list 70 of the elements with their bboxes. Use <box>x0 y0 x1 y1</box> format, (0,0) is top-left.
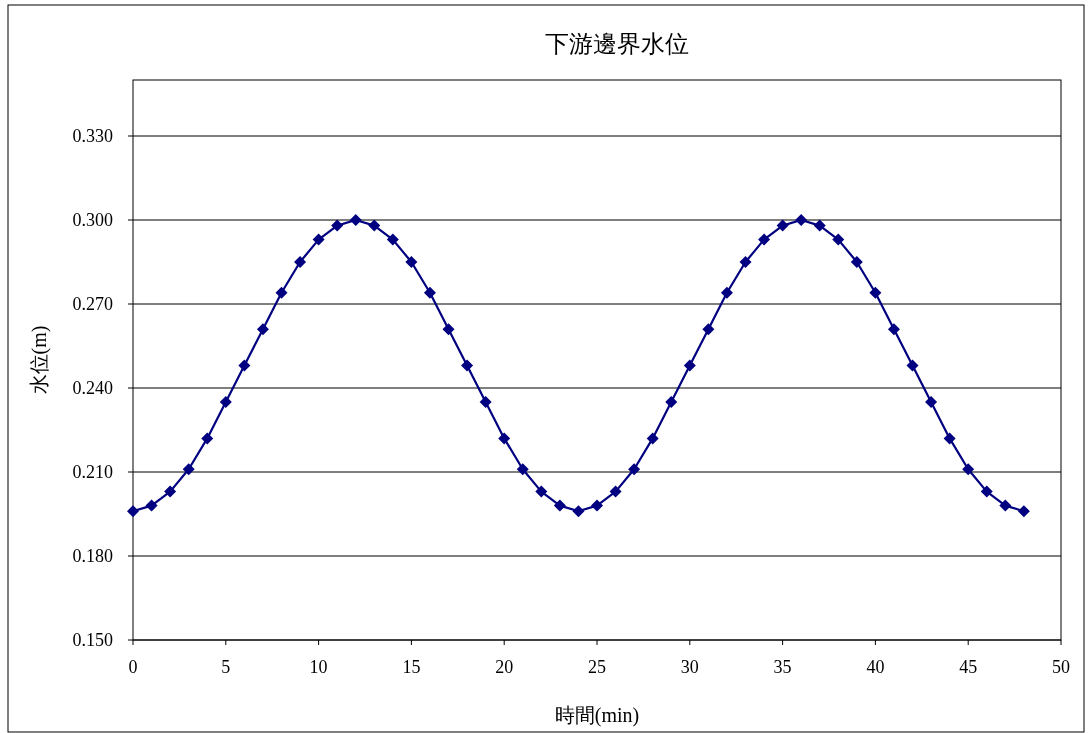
y-tick-label: 0.270 <box>72 294 113 314</box>
point <box>925 396 938 408</box>
point <box>758 233 771 246</box>
point <box>219 396 232 408</box>
x-tick-label: 30 <box>680 657 699 677</box>
point <box>294 256 307 268</box>
point <box>331 219 344 232</box>
y-tick-label: 0.300 <box>72 210 113 230</box>
point <box>943 432 956 445</box>
point <box>739 256 752 268</box>
point <box>164 485 177 498</box>
point <box>795 214 808 226</box>
point <box>368 219 381 232</box>
point <box>535 485 548 498</box>
point <box>1017 505 1030 518</box>
x-tick-label: 15 <box>402 657 421 677</box>
point <box>479 396 492 408</box>
point <box>553 499 566 512</box>
y-tick-label: 0.240 <box>72 378 113 398</box>
point <box>813 219 826 232</box>
point <box>386 233 399 246</box>
x-tick-label: 35 <box>773 657 792 677</box>
point <box>887 323 900 336</box>
point <box>850 256 863 268</box>
x-tick-label: 0 <box>128 657 138 677</box>
point <box>980 485 993 498</box>
point <box>127 505 139 518</box>
point <box>201 432 214 445</box>
point <box>275 286 288 299</box>
point <box>461 359 474 372</box>
chart-title: 下游邊界水位 <box>545 31 689 57</box>
point <box>312 233 325 246</box>
point <box>628 463 641 476</box>
point <box>962 463 975 476</box>
point <box>238 359 251 372</box>
y-tick-label: 0.180 <box>72 546 113 566</box>
point <box>256 323 269 336</box>
point <box>516 463 529 476</box>
point <box>609 485 622 498</box>
point <box>999 499 1012 512</box>
x-tick-label: 50 <box>1052 657 1070 677</box>
y-tick-label: 0.150 <box>72 630 113 650</box>
x-tick-label: 5 <box>221 657 231 677</box>
point <box>423 286 436 299</box>
x-tick-label: 25 <box>588 657 606 677</box>
point <box>591 499 603 512</box>
point <box>572 505 585 518</box>
point <box>442 323 455 336</box>
point <box>683 359 696 372</box>
y-tick-label: 0.210 <box>72 462 113 482</box>
point <box>145 499 158 512</box>
point <box>349 214 362 226</box>
point <box>498 432 511 445</box>
x-axis-title: 時間(min) <box>554 704 640 727</box>
point <box>832 233 845 246</box>
point <box>776 219 789 232</box>
point <box>720 286 733 299</box>
x-tick-label: 10 <box>309 657 328 677</box>
y-tick-label: 0.330 <box>72 126 113 146</box>
point <box>182 463 195 476</box>
point <box>906 359 919 372</box>
point <box>702 323 715 336</box>
x-tick-label: 40 <box>866 657 885 677</box>
x-tick-label: 45 <box>959 657 978 677</box>
point <box>646 432 659 445</box>
point <box>405 256 418 268</box>
y-axis-title: 水位(m) <box>28 325 51 395</box>
x-tick-label: 20 <box>495 657 514 677</box>
point <box>869 286 882 299</box>
point <box>665 396 678 408</box>
